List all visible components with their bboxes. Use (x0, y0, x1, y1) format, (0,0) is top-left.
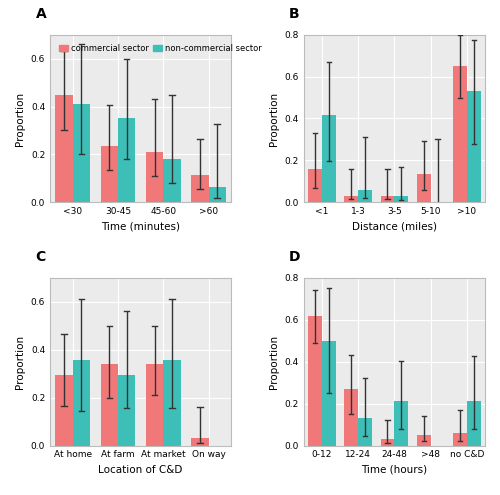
Bar (192, 438, 208, 446)
Bar (380, 439, 394, 446)
Text: B: B (289, 7, 300, 21)
Bar (322, 115, 336, 202)
Bar (358, 190, 372, 202)
Text: C: C (36, 250, 46, 264)
Y-axis label: Proportion: Proportion (269, 92, 279, 146)
Bar (394, 401, 408, 446)
Bar (394, 196, 408, 202)
Bar (56, 95, 72, 202)
X-axis label: Time (hours): Time (hours) (362, 465, 428, 475)
Bar (192, 175, 208, 202)
Bar (453, 433, 467, 446)
Bar (467, 401, 480, 446)
Bar (72, 104, 90, 202)
Bar (118, 375, 135, 446)
Bar (344, 196, 358, 202)
Bar (358, 418, 372, 446)
Bar (208, 187, 226, 202)
Bar (380, 196, 394, 202)
Bar (417, 174, 430, 202)
Bar (417, 435, 430, 446)
Bar (146, 364, 164, 446)
Bar (101, 146, 118, 202)
X-axis label: Time (minutes): Time (minutes) (101, 222, 180, 232)
Bar (453, 66, 467, 202)
Bar (164, 360, 180, 446)
Bar (164, 159, 180, 202)
Bar (344, 389, 358, 446)
Y-axis label: Proportion: Proportion (269, 335, 279, 389)
Bar (56, 375, 72, 446)
Legend: commercial sector, non-commercial sector: commercial sector, non-commercial sector (58, 42, 263, 54)
X-axis label: Distance (miles): Distance (miles) (352, 222, 437, 232)
X-axis label: Location of C&D: Location of C&D (98, 465, 183, 475)
Text: A: A (36, 7, 46, 21)
Bar (72, 360, 90, 446)
Y-axis label: Proportion: Proportion (15, 335, 25, 389)
Bar (146, 152, 164, 202)
Bar (308, 315, 322, 446)
Y-axis label: Proportion: Proportion (15, 92, 25, 146)
Bar (467, 91, 480, 202)
Bar (118, 118, 135, 202)
Bar (308, 169, 322, 202)
Text: D: D (289, 250, 300, 264)
Bar (322, 341, 336, 446)
Bar (101, 364, 118, 446)
